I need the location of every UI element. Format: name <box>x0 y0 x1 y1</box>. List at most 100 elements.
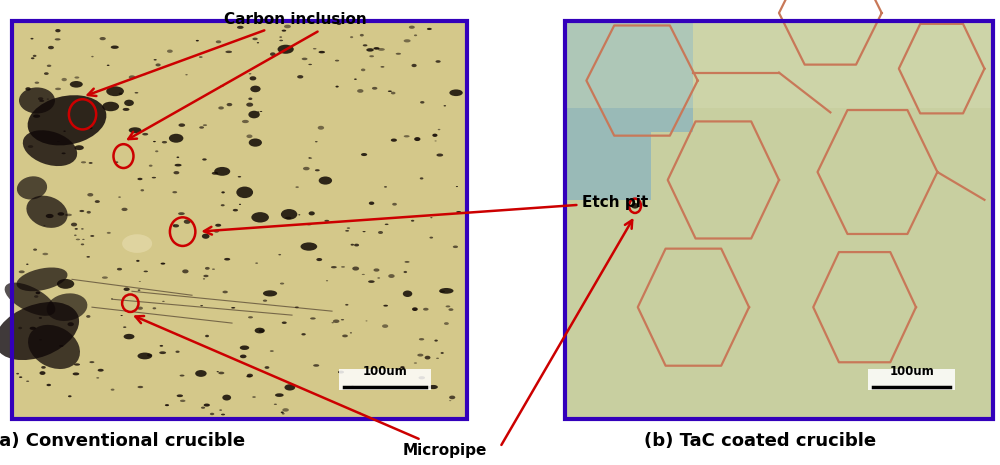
Ellipse shape <box>34 295 38 298</box>
Ellipse shape <box>124 287 130 291</box>
Ellipse shape <box>237 26 244 29</box>
Ellipse shape <box>180 375 184 377</box>
Ellipse shape <box>26 380 29 382</box>
Ellipse shape <box>280 283 284 285</box>
Ellipse shape <box>444 322 449 325</box>
Ellipse shape <box>39 317 42 319</box>
Ellipse shape <box>347 227 350 229</box>
Ellipse shape <box>26 196 68 228</box>
Ellipse shape <box>373 268 379 272</box>
Ellipse shape <box>378 231 383 234</box>
Bar <box>12 21 467 418</box>
Ellipse shape <box>378 48 385 51</box>
Ellipse shape <box>363 231 366 232</box>
Ellipse shape <box>385 224 389 225</box>
Ellipse shape <box>142 133 148 135</box>
Ellipse shape <box>153 141 156 142</box>
Bar <box>868 370 955 391</box>
Ellipse shape <box>180 399 185 402</box>
Ellipse shape <box>17 176 47 199</box>
Text: (b) TaC coated crucible: (b) TaC coated crucible <box>644 432 876 450</box>
Ellipse shape <box>155 150 158 152</box>
Ellipse shape <box>220 85 224 87</box>
Ellipse shape <box>436 153 443 157</box>
Ellipse shape <box>319 51 325 53</box>
Ellipse shape <box>210 413 214 415</box>
Ellipse shape <box>282 408 289 412</box>
Ellipse shape <box>153 307 156 309</box>
Ellipse shape <box>165 404 169 406</box>
Ellipse shape <box>331 322 334 323</box>
Ellipse shape <box>118 197 121 198</box>
Ellipse shape <box>360 34 364 36</box>
Ellipse shape <box>257 111 260 113</box>
Ellipse shape <box>448 308 453 311</box>
Text: 100um: 100um <box>363 365 407 379</box>
Ellipse shape <box>115 161 118 163</box>
Ellipse shape <box>250 86 261 92</box>
Ellipse shape <box>250 76 256 80</box>
Bar <box>565 21 993 108</box>
Ellipse shape <box>159 351 166 354</box>
Ellipse shape <box>432 133 437 137</box>
Text: (a) Conventional crucible: (a) Conventional crucible <box>0 432 245 450</box>
Ellipse shape <box>342 334 348 337</box>
Ellipse shape <box>310 317 316 319</box>
Ellipse shape <box>391 139 397 142</box>
Ellipse shape <box>222 395 231 400</box>
Ellipse shape <box>82 239 85 240</box>
Ellipse shape <box>184 219 191 224</box>
Ellipse shape <box>221 204 225 206</box>
Ellipse shape <box>205 267 210 270</box>
Ellipse shape <box>366 48 374 52</box>
Ellipse shape <box>161 263 165 265</box>
Ellipse shape <box>16 373 19 374</box>
Ellipse shape <box>456 211 461 213</box>
Ellipse shape <box>91 56 94 57</box>
Ellipse shape <box>216 40 221 43</box>
Ellipse shape <box>248 111 260 118</box>
Ellipse shape <box>176 334 179 336</box>
Ellipse shape <box>123 326 126 328</box>
Ellipse shape <box>23 130 77 166</box>
Ellipse shape <box>255 262 258 264</box>
Ellipse shape <box>28 95 106 146</box>
Ellipse shape <box>246 375 251 378</box>
Ellipse shape <box>203 124 207 126</box>
Ellipse shape <box>279 40 283 41</box>
Ellipse shape <box>341 266 345 268</box>
Ellipse shape <box>177 394 183 397</box>
Ellipse shape <box>383 305 388 306</box>
Ellipse shape <box>47 293 87 321</box>
Ellipse shape <box>39 100 44 102</box>
Ellipse shape <box>441 352 444 354</box>
Ellipse shape <box>453 246 458 248</box>
Ellipse shape <box>111 298 113 299</box>
Ellipse shape <box>403 291 412 297</box>
Ellipse shape <box>39 371 45 375</box>
Ellipse shape <box>221 414 225 415</box>
Ellipse shape <box>350 332 352 333</box>
Ellipse shape <box>140 189 144 192</box>
Ellipse shape <box>17 267 67 291</box>
Ellipse shape <box>86 315 90 318</box>
Ellipse shape <box>227 103 232 106</box>
Ellipse shape <box>98 369 104 372</box>
Bar <box>339 370 431 391</box>
Ellipse shape <box>19 271 25 273</box>
Ellipse shape <box>167 50 173 53</box>
Ellipse shape <box>345 230 349 232</box>
Ellipse shape <box>219 409 222 411</box>
Ellipse shape <box>214 167 230 176</box>
Bar <box>565 21 993 418</box>
Ellipse shape <box>59 345 64 347</box>
Ellipse shape <box>57 279 74 289</box>
Ellipse shape <box>255 328 265 333</box>
Ellipse shape <box>284 384 295 391</box>
Ellipse shape <box>444 105 446 106</box>
Ellipse shape <box>169 134 183 143</box>
Ellipse shape <box>87 193 93 197</box>
Ellipse shape <box>382 324 388 328</box>
Ellipse shape <box>274 404 277 405</box>
Ellipse shape <box>155 63 161 66</box>
